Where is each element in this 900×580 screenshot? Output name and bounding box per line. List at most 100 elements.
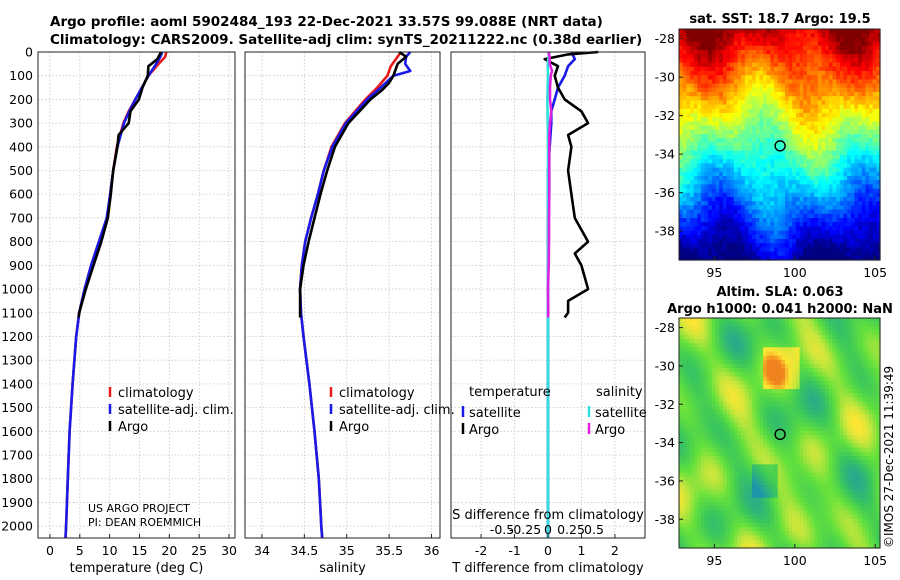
map-cell <box>810 322 815 327</box>
map-cell <box>682 45 687 51</box>
map-cell <box>708 364 713 369</box>
y-tick-label: 500 <box>9 163 33 178</box>
map-cell <box>861 230 866 236</box>
map-cell <box>752 117 757 122</box>
map-cell <box>839 163 845 169</box>
map-cell <box>832 117 837 122</box>
map-cell <box>682 209 687 215</box>
map-cell <box>737 230 742 236</box>
map-cell <box>847 104 852 110</box>
map-cell <box>777 343 782 348</box>
map-cell <box>858 330 863 336</box>
map-cell <box>858 364 863 369</box>
map-cell <box>689 389 695 394</box>
map-cell <box>832 108 837 114</box>
map-cell <box>861 393 866 399</box>
map-cell <box>766 66 771 72</box>
map-cell <box>730 50 735 55</box>
map-cell <box>828 113 834 118</box>
map-cell <box>722 430 728 436</box>
map-cell <box>730 167 735 173</box>
map-cell <box>792 326 797 332</box>
map-cell <box>799 243 804 248</box>
map-cell <box>850 343 856 348</box>
map-cell <box>799 41 804 47</box>
map-cell <box>869 192 874 198</box>
map-cell <box>821 180 826 185</box>
map-cell <box>814 205 819 211</box>
map-cell <box>777 347 782 353</box>
map-cell <box>803 418 808 424</box>
map-cell <box>836 401 841 407</box>
map-cell <box>741 226 746 232</box>
map-cell <box>781 201 786 206</box>
map-cell <box>836 66 841 72</box>
map-cell <box>697 439 702 445</box>
map-cell <box>719 389 724 394</box>
map-cell <box>821 213 826 219</box>
map-cell <box>708 243 713 248</box>
map-cell <box>792 117 797 122</box>
map-cell <box>803 176 808 181</box>
map-cell <box>682 138 687 143</box>
map-cell <box>700 142 706 148</box>
map-cell <box>763 322 768 327</box>
map-cell <box>744 334 750 340</box>
map-cell <box>777 355 782 361</box>
map-cell <box>847 41 852 47</box>
map-cell <box>719 29 724 34</box>
map-cell <box>784 255 790 261</box>
map-cell <box>792 100 797 106</box>
map-cell <box>861 376 866 382</box>
map-cell <box>784 213 790 219</box>
map-cell <box>821 247 826 253</box>
map-cell <box>737 79 742 85</box>
map-cell <box>799 108 804 114</box>
map-cell <box>858 422 863 428</box>
map-cell <box>774 443 779 449</box>
map-cell <box>744 397 750 403</box>
map-cell <box>792 66 797 72</box>
map-cell <box>741 359 746 365</box>
map-cell <box>752 163 757 169</box>
map-cell <box>722 410 728 415</box>
map-cell <box>704 125 709 131</box>
map-cell <box>748 66 753 72</box>
map-cell <box>689 75 695 80</box>
map-cell <box>777 117 782 122</box>
map-cell <box>817 447 823 453</box>
map-cell <box>689 37 695 43</box>
map-cell <box>869 142 874 148</box>
map-cell <box>777 213 782 219</box>
map-cell <box>876 376 881 382</box>
map-cell <box>719 50 724 55</box>
map-cell <box>689 121 695 127</box>
map-cell <box>770 443 775 449</box>
map-cell <box>763 418 768 424</box>
map-cell <box>839 54 845 59</box>
map-cell <box>799 401 804 407</box>
map-cell <box>854 355 859 361</box>
map-cell <box>744 222 750 227</box>
map-cell <box>770 330 775 336</box>
map-cell <box>730 176 735 181</box>
map-cell <box>770 376 775 382</box>
map-cell <box>689 188 695 194</box>
map-cell <box>744 213 750 219</box>
map-cell <box>689 230 695 236</box>
map-cell <box>679 121 684 127</box>
map-cell <box>733 351 739 357</box>
map-cell <box>774 184 779 190</box>
map-cell <box>748 376 753 382</box>
map-cell <box>792 184 797 190</box>
map-cell <box>799 426 804 432</box>
map-cell <box>700 146 706 152</box>
map-cell <box>858 439 863 445</box>
map-cell <box>876 334 881 340</box>
map-cell <box>733 372 739 378</box>
map-cell <box>711 66 717 72</box>
map-cell <box>711 372 717 378</box>
map-cell <box>682 247 687 253</box>
map-cell <box>784 192 790 198</box>
map-cell <box>741 330 746 336</box>
